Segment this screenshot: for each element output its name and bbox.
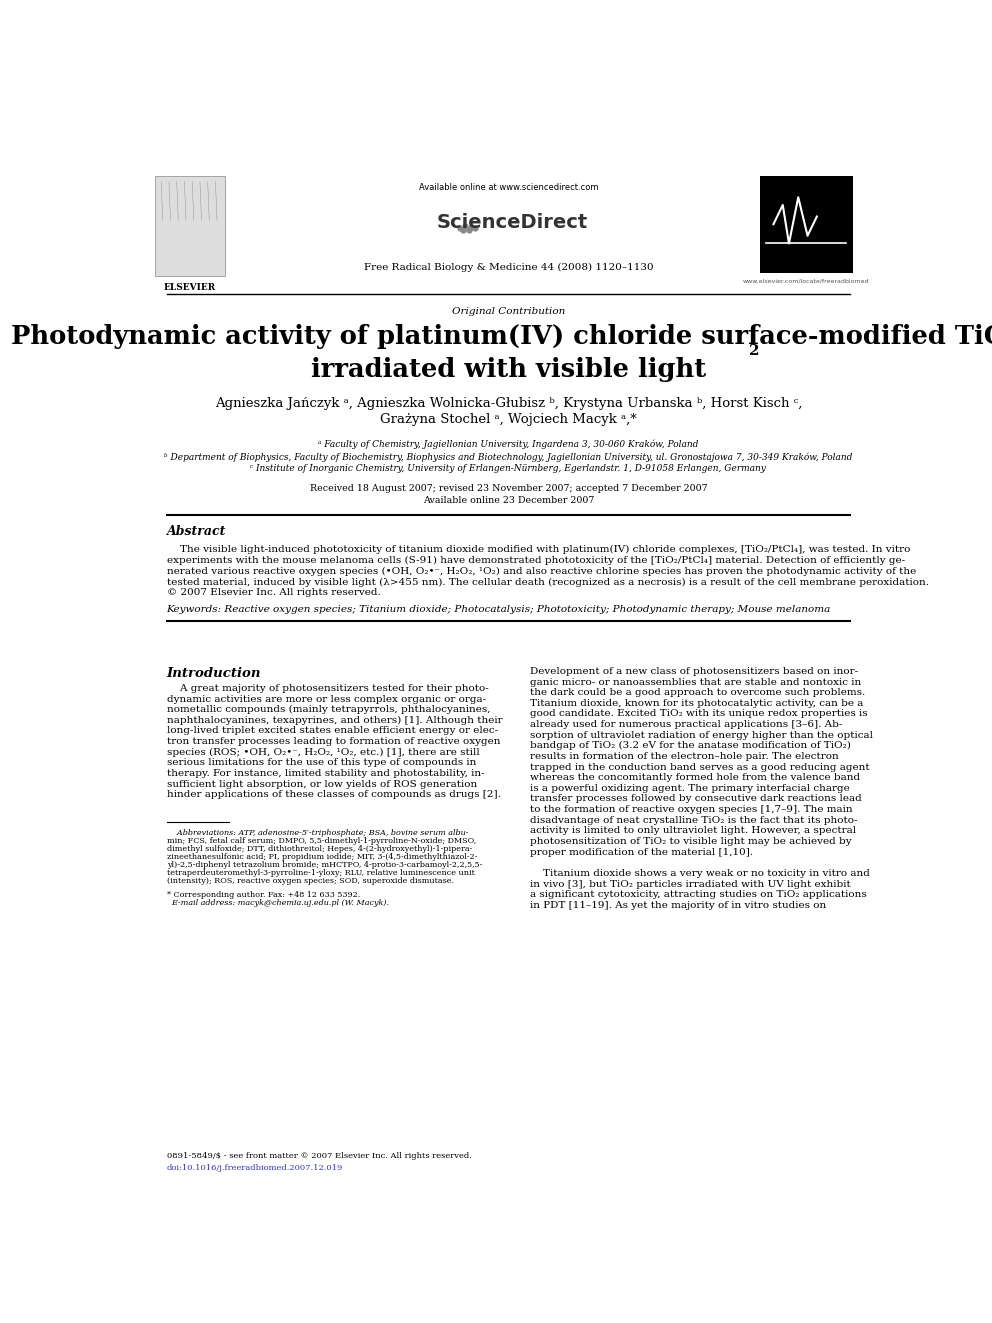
Text: sufficient light absorption, or low yields of ROS generation: sufficient light absorption, or low yiel… — [167, 779, 477, 789]
Text: Introduction: Introduction — [167, 667, 261, 680]
Text: ganic micro- or nanoassemblies that are stable and nontoxic in: ganic micro- or nanoassemblies that are … — [530, 677, 861, 687]
Text: Agnieszka Jańczyk ᵃ, Agnieszka Wolnicka-Głubisz ᵇ, Krystyna Urbanska ᵇ, Horst Ki: Agnieszka Jańczyk ᵃ, Agnieszka Wolnicka-… — [214, 397, 803, 410]
Text: www.elsevier.com/locate/freeradbiomed: www.elsevier.com/locate/freeradbiomed — [743, 278, 869, 283]
Text: ELSEVIER: ELSEVIER — [164, 283, 216, 292]
Text: Received 18 August 2007; revised 23 November 2007; accepted 7 December 2007: Received 18 August 2007; revised 23 Nove… — [310, 484, 707, 493]
Text: Available online at www.sciencedirect.com: Available online at www.sciencedirect.co… — [419, 184, 598, 192]
Bar — [155, 176, 225, 275]
Text: nometallic compounds (mainly tetrapyrrols, phthalocyanines,: nometallic compounds (mainly tetrapyrrol… — [167, 705, 490, 714]
Text: is a powerful oxidizing agent. The primary interfacial charge: is a powerful oxidizing agent. The prima… — [530, 783, 850, 792]
Text: ᵃ Faculty of Chemistry, Jagiellonian University, Ingardena 3, 30-060 Kraków, Pol: ᵃ Faculty of Chemistry, Jagiellonian Uni… — [318, 439, 698, 450]
Text: * Corresponding author. Fax: +48 12 633 5392.: * Corresponding author. Fax: +48 12 633 … — [167, 892, 360, 900]
Text: min; FCS, fetal calf serum; DMPO, 5,5-dimethyl-1-pyrroline-N-oxide; DMSO,: min; FCS, fetal calf serum; DMPO, 5,5-di… — [167, 836, 476, 844]
Text: (intensity); ROS, reactive oxygen species; SOD, superoxide dismutase.: (intensity); ROS, reactive oxygen specie… — [167, 877, 453, 885]
Text: The visible light-induced phototoxicity of titanium dioxide modified with platin: The visible light-induced phototoxicity … — [167, 545, 910, 554]
Text: in PDT [11–19]. As yet the majority of in vitro studies on: in PDT [11–19]. As yet the majority of i… — [530, 901, 826, 910]
Text: transfer processes followed by consecutive dark reactions lead: transfer processes followed by consecuti… — [530, 795, 862, 803]
Text: ᵇ Department of Biophysics, Faculty of Biochemistry, Biophysics and Biotechnolog: ᵇ Department of Biophysics, Faculty of B… — [165, 452, 852, 462]
Text: Grażyna Stochel ᵃ, Wojciech Macyk ᵃ,*: Grażyna Stochel ᵃ, Wojciech Macyk ᵃ,* — [380, 413, 637, 426]
Text: dimethyl sulfoxide; DTT, dithiothreitol; Hepes, 4-(2-hydroxyethyl)-1-pipera-: dimethyl sulfoxide; DTT, dithiothreitol;… — [167, 844, 472, 853]
Text: photosensitization of TiO₂ to visible light may be achieved by: photosensitization of TiO₂ to visible li… — [530, 837, 852, 845]
Text: Abstract: Abstract — [167, 525, 226, 538]
Text: long-lived triplet excited states enable efficient energy or elec-: long-lived triplet excited states enable… — [167, 726, 498, 736]
Text: zineethanesulfonic acid; PI, propidium iodide; MIT, 3-(4,5-dimethylthiazol-2-: zineethanesulfonic acid; PI, propidium i… — [167, 853, 477, 861]
Text: ᶜ Institute of Inorganic Chemistry, University of Erlangen-Nürnberg, Egerlandstr: ᶜ Institute of Inorganic Chemistry, Univ… — [250, 464, 767, 474]
Text: Original Contribution: Original Contribution — [451, 307, 565, 316]
Text: in vivo [3], but TiO₂ particles irradiated with UV light exhibit: in vivo [3], but TiO₂ particles irradiat… — [530, 880, 851, 889]
Text: to the formation of reactive oxygen species [1,7–9]. The main: to the formation of reactive oxygen spec… — [530, 806, 853, 814]
Text: good candidate. Excited TiO₂ with its unique redox properties is: good candidate. Excited TiO₂ with its un… — [530, 709, 868, 718]
Text: the dark could be a good approach to overcome such problems.: the dark could be a good approach to ove… — [530, 688, 865, 697]
Text: a significant cytotoxicity, attracting studies on TiO₂ applications: a significant cytotoxicity, attracting s… — [530, 890, 867, 900]
Text: experiments with the mouse melanoma cells (S-91) have demonstrated phototoxicity: experiments with the mouse melanoma cell… — [167, 556, 905, 565]
Text: bandgap of TiO₂ (3.2 eV for the anatase modification of TiO₂): bandgap of TiO₂ (3.2 eV for the anatase … — [530, 741, 851, 750]
Text: activity is limited to only ultraviolet light. However, a spectral: activity is limited to only ultraviolet … — [530, 827, 856, 835]
Text: 0891-5849/$ - see front matter © 2007 Elsevier Inc. All rights reserved.: 0891-5849/$ - see front matter © 2007 El… — [167, 1152, 471, 1160]
Text: serious limitations for the use of this type of compounds in: serious limitations for the use of this … — [167, 758, 476, 767]
Text: © 2007 Elsevier Inc. All rights reserved.: © 2007 Elsevier Inc. All rights reserved… — [167, 589, 380, 598]
Text: hinder applications of these classes of compounds as drugs [2].: hinder applications of these classes of … — [167, 790, 501, 799]
Text: Keywords: Reactive oxygen species; Titanium dioxide; Photocatalysis; Phototoxici: Keywords: Reactive oxygen species; Titan… — [167, 606, 831, 614]
Text: Titanium dioxide shows a very weak or no toxicity in vitro and: Titanium dioxide shows a very weak or no… — [530, 869, 870, 878]
Text: Free Radical Biology & Medicine 44 (2008) 1120–1130: Free Radical Biology & Medicine 44 (2008… — [364, 263, 653, 271]
Text: dynamic activities are more or less complex organic or orga-: dynamic activities are more or less comp… — [167, 695, 486, 704]
Text: ScienceDirect: ScienceDirect — [436, 213, 588, 232]
Text: therapy. For instance, limited stability and photostability, in-: therapy. For instance, limited stability… — [167, 769, 484, 778]
Text: tetraperdeuteromethyl-3-pyrroline-1-yloxy; RLU, relative luminescence unit: tetraperdeuteromethyl-3-pyrroline-1-ylox… — [167, 869, 474, 877]
Text: tron transfer processes leading to formation of reactive oxygen: tron transfer processes leading to forma… — [167, 737, 500, 746]
Text: Available online 23 December 2007: Available online 23 December 2007 — [423, 496, 594, 505]
Text: trapped in the conduction band serves as a good reducing agent: trapped in the conduction band serves as… — [530, 762, 870, 771]
Text: naphthalocyanines, texapyrines, and others) [1]. Although their: naphthalocyanines, texapyrines, and othe… — [167, 716, 502, 725]
Text: results in formation of the electron–hole pair. The electron: results in formation of the electron–hol… — [530, 751, 839, 761]
Text: already used for numerous practical applications [3–6]. Ab-: already used for numerous practical appl… — [530, 720, 842, 729]
Text: whereas the concomitantly formed hole from the valence band: whereas the concomitantly formed hole fr… — [530, 773, 860, 782]
Bar — [760, 176, 852, 273]
Text: disadvantage of neat crystalline TiO₂ is the fact that its photo-: disadvantage of neat crystalline TiO₂ is… — [530, 816, 858, 824]
Text: yl)-2,5-diphenyl tetrazolium bromide; mHCTPO, 4-protio-3-carbamoyl-2,2,5,5-: yl)-2,5-diphenyl tetrazolium bromide; mH… — [167, 861, 482, 869]
Text: nerated various reactive oxygen species (•OH, O₂•⁻, H₂O₂, ¹O₂) and also reactive: nerated various reactive oxygen species … — [167, 566, 916, 576]
Text: E-mail address: macyk@chemia.uj.edu.pl (W. Macyk).: E-mail address: macyk@chemia.uj.edu.pl (… — [167, 900, 389, 908]
Text: Abbreviations: ATP, adenosine-5′-triphosphate; BSA, bovine serum albu-: Abbreviations: ATP, adenosine-5′-triphos… — [167, 828, 468, 836]
Text: species (ROS; •OH, O₂•⁻, H₂O₂, ¹O₂, etc.) [1], there are still: species (ROS; •OH, O₂•⁻, H₂O₂, ¹O₂, etc.… — [167, 747, 479, 757]
Text: irradiated with visible light: irradiated with visible light — [310, 357, 706, 382]
Text: Titanium dioxide, known for its photocatalytic activity, can be a: Titanium dioxide, known for its photocat… — [530, 699, 863, 708]
Text: Development of a new class of photosensitizers based on inor-: Development of a new class of photosensi… — [530, 667, 858, 676]
Text: A great majority of photosensitizers tested for their photo-: A great majority of photosensitizers tes… — [167, 684, 488, 693]
Text: sorption of ultraviolet radiation of energy higher than the optical: sorption of ultraviolet radiation of ene… — [530, 730, 873, 740]
Text: proper modification of the material [1,10].: proper modification of the material [1,1… — [530, 848, 753, 856]
Text: 2: 2 — [749, 344, 759, 357]
Text: tested material, induced by visible light (λ>455 nm). The cellular death (recogn: tested material, induced by visible ligh… — [167, 578, 929, 587]
Text: doi:10.1016/j.freeradbiomed.2007.12.019: doi:10.1016/j.freeradbiomed.2007.12.019 — [167, 1164, 343, 1172]
Text: Photodynamic activity of platinum(IV) chloride surface-modified TiO: Photodynamic activity of platinum(IV) ch… — [11, 324, 992, 349]
